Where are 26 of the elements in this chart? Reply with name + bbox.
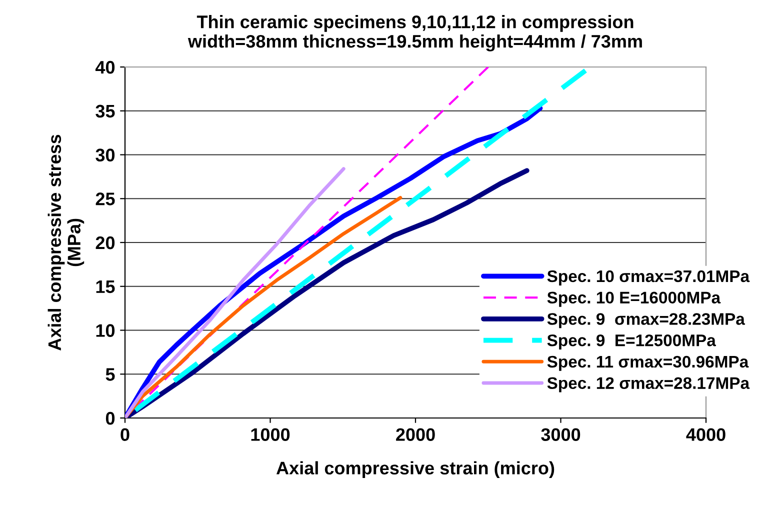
line-series bbox=[125, 168, 530, 418]
legend-label: Spec. 9 σmax=28.23MPa bbox=[547, 313, 746, 328]
y-axis-title: Axial compressive stress (MPa) bbox=[48, 134, 84, 350]
y-tick-label: 40 bbox=[95, 60, 115, 74]
line-series bbox=[125, 196, 402, 418]
y-tick-label: 20 bbox=[96, 236, 115, 250]
chart-title: Thin ceramic specimens 9,10,11,12 in compression width=38mm thicness=19.5mm height=44mm / 73mm bbox=[188, 15, 642, 52]
y-tick-label: 25 bbox=[96, 192, 115, 206]
x-axis-title: Axial compressive strain (micro) bbox=[276, 461, 554, 478]
legend-label: Spec. 10 σmax=37.01MPa bbox=[547, 270, 750, 286]
x-tick-label: 4000 bbox=[686, 428, 726, 441]
legend-label: Spec. 10 E=16000MPa bbox=[547, 292, 721, 307]
y-tick-label: 15 bbox=[96, 280, 115, 294]
line-series bbox=[125, 167, 346, 418]
legend-label: Spec. 12 σmax=28.17MPa bbox=[547, 377, 750, 392]
x-tick-label: 0 bbox=[120, 428, 130, 441]
legend-label: Spec. 11 σmax=30.96MPa bbox=[547, 356, 749, 371]
y-tick-label: 35 bbox=[96, 104, 115, 118]
y-tick-label: 10 bbox=[96, 324, 115, 337]
x-tick-label: 3000 bbox=[541, 428, 580, 442]
y-tick-label: 30 bbox=[96, 148, 115, 162]
y-tick-label: 5 bbox=[106, 368, 115, 381]
y-tick-label: 0 bbox=[106, 412, 115, 425]
x-tick-label: 1000 bbox=[251, 428, 290, 441]
legend-label: Spec. 9 E=12500MPa bbox=[547, 334, 716, 350]
x-tick-label: 2000 bbox=[396, 428, 435, 441]
